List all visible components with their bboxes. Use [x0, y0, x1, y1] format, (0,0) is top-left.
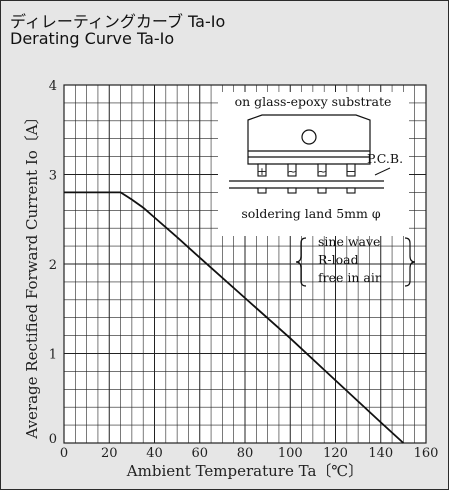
soldering-note: soldering land 5mm φ [241, 206, 380, 221]
condition-r-load: R-load [318, 252, 359, 267]
y-axis-title: Average Rectified Forward Current Io〔A〕 [23, 109, 41, 439]
substrate-note: on glass-epoxy substrate [235, 94, 392, 109]
solder-land [257, 187, 267, 194]
pin-lead [317, 163, 327, 177]
solder-land [287, 187, 297, 194]
x-tick-label: 20 [101, 446, 118, 461]
pcb-board-icon [229, 180, 384, 189]
package-inset: on glass-epoxy substrate + ~ ~ − P.C.B. sol… [218, 92, 416, 287]
condition-sine-wave: sine wave [318, 234, 380, 249]
pin-sign: − [346, 165, 355, 178]
derating-curve [64, 191, 405, 444]
chart-title-english: Derating Curve Ta-Io [10, 29, 175, 48]
pin-sign: + [257, 165, 266, 178]
y-tick-label: 4 [49, 79, 57, 94]
pin-sign: ~ [317, 165, 326, 178]
x-tick-label: 80 [237, 446, 254, 461]
pcb-leader-line [374, 167, 391, 176]
pin-lead [287, 163, 297, 177]
pin-lead [346, 163, 356, 177]
solder-land [317, 187, 327, 194]
x-axis-title: Ambient Temperature Ta〔℃〕 [126, 462, 363, 480]
chart-title-japanese: ディレーティングカーブ Ta-Io [10, 12, 226, 31]
solder-land [346, 187, 356, 194]
x-tick-label: 160 [414, 446, 439, 461]
pin-lead [257, 163, 267, 177]
bridge-package-icon [247, 114, 371, 165]
x-tick-label: 100 [278, 446, 303, 461]
x-tick-label: 60 [191, 446, 208, 461]
y-tick-label: 0 [49, 432, 57, 447]
pins: + ~ ~ − [257, 163, 356, 194]
pin-sign: ~ [287, 165, 296, 178]
conditions-brace [295, 237, 416, 287]
x-tick-label: 140 [368, 446, 393, 461]
y-tick-label: 2 [49, 258, 57, 273]
x-tick-label: 40 [146, 446, 163, 461]
y-tick-label: 3 [49, 169, 57, 184]
x-tick-label: 120 [323, 446, 348, 461]
condition-free-in-air: free in air [318, 270, 381, 285]
tick-labels: 0 20 40 60 80 100 120 140 160 0 1 2 3 4 [49, 79, 439, 461]
pcb-label: P.C.B. [367, 151, 403, 166]
x-tick-label: 0 [60, 446, 68, 461]
y-tick-label: 1 [49, 348, 57, 363]
plot-border [63, 84, 427, 444]
